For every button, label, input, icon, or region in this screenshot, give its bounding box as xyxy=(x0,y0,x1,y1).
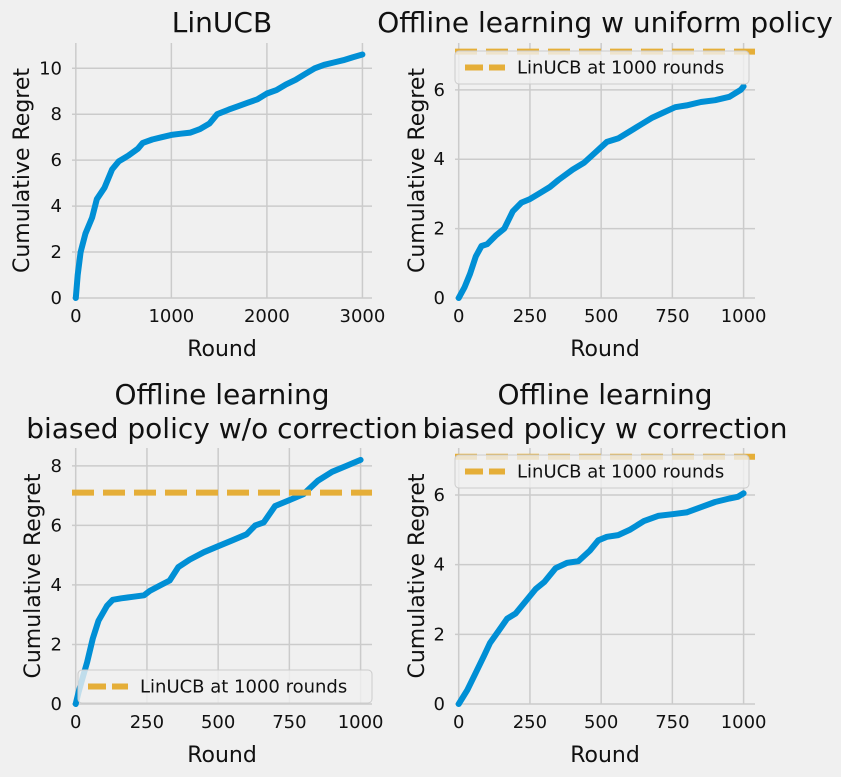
y-tick-label: 0 xyxy=(434,288,445,309)
x-axis-label: Round xyxy=(187,743,257,768)
x-tick-label: 1000 xyxy=(721,712,767,733)
x-tick-label: 500 xyxy=(584,712,618,733)
data-layer xyxy=(455,490,747,707)
y-tick-label: 8 xyxy=(51,104,62,125)
y-tick-label: 6 xyxy=(51,150,62,171)
y-tick-label: 4 xyxy=(51,575,62,596)
chart-title: biased policy w correction xyxy=(422,412,787,445)
x-tick-label: 0 xyxy=(70,306,81,327)
x-tick-label: 250 xyxy=(130,712,164,733)
x-tick-label: 750 xyxy=(272,712,306,733)
y-tick-label: 2 xyxy=(51,242,62,263)
x-axis-label: Round xyxy=(570,337,640,362)
cumulative-regret-line xyxy=(72,456,364,707)
y-axis-label: Cumulative Regret xyxy=(21,473,46,678)
x-tick-label: 1000 xyxy=(338,712,384,733)
chart-title: Offline learning xyxy=(115,378,330,411)
cumulative-regret-line xyxy=(455,83,747,301)
subplot-3: 0 250 500 750 1000 0 2 4 6 8 LinUCB at 1000 rounds… xyxy=(21,378,418,768)
x-tick-label: 500 xyxy=(584,306,618,327)
plot-area xyxy=(455,448,755,704)
y-tick-label: 10 xyxy=(39,58,62,79)
x-tick-label: 750 xyxy=(655,712,689,733)
cumulative-regret-line xyxy=(72,51,366,301)
x-tick-label: 3000 xyxy=(340,306,386,327)
legend: LinUCB at 1000 rounds xyxy=(454,50,750,85)
x-tick-label: 2000 xyxy=(244,306,290,327)
subplot-4: 0 250 500 750 1000 0 2 4 6 LinUCB at 1000 rounds O… xyxy=(405,378,788,768)
legend-label: LinUCB at 1000 rounds xyxy=(140,677,347,698)
subplot-2: 0 250 500 750 1000 0 2 4 6 LinUCB at 1000 rounds O… xyxy=(377,6,833,362)
x-tick-label: 500 xyxy=(201,712,235,733)
y-tick-label: 4 xyxy=(434,555,445,576)
legend-box xyxy=(454,50,750,85)
chart-title: LinUCB xyxy=(172,6,272,39)
y-tick-label: 6 xyxy=(51,515,62,536)
x-tick-label: 1000 xyxy=(721,306,767,327)
legend-box xyxy=(77,669,373,704)
chart-title: Offline learning w uniform policy xyxy=(377,6,833,39)
cumulative-regret-line xyxy=(455,490,747,707)
plot-area xyxy=(72,43,372,298)
x-axis-label: Round xyxy=(187,337,257,362)
y-axis-label: Cumulative Regret xyxy=(405,68,430,273)
x-axis-label: Round xyxy=(570,743,640,768)
x-tick-label: 0 xyxy=(70,712,81,733)
chart-title: biased policy w/o correction xyxy=(26,412,418,445)
y-tick-label: 2 xyxy=(434,219,445,240)
x-tick-label: 1000 xyxy=(148,306,194,327)
legend: LinUCB at 1000 rounds xyxy=(77,669,373,704)
legend-label: LinUCB at 1000 rounds xyxy=(517,58,724,79)
x-tick-label: 0 xyxy=(453,306,464,327)
y-tick-label: 6 xyxy=(434,80,445,101)
y-tick-label: 4 xyxy=(434,149,445,170)
x-tick-label: 250 xyxy=(513,712,547,733)
data-layer xyxy=(72,51,366,301)
legend: LinUCB at 1000 rounds xyxy=(454,454,750,489)
y-tick-label: 4 xyxy=(51,196,62,217)
plot-area xyxy=(72,448,372,704)
x-tick-label: 750 xyxy=(655,306,689,327)
x-tick-label: 0 xyxy=(453,712,464,733)
plot-area xyxy=(455,43,755,298)
legend-box xyxy=(454,454,750,489)
y-tick-label: 0 xyxy=(51,288,62,309)
y-tick-label: 6 xyxy=(434,485,445,506)
chart-title: Offline learning xyxy=(498,378,713,411)
legend-label: LinUCB at 1000 rounds xyxy=(517,462,724,483)
y-axis-label: Cumulative Regret xyxy=(405,473,430,678)
y-tick-label: 0 xyxy=(51,694,62,715)
y-tick-label: 2 xyxy=(434,624,445,645)
y-tick-label: 2 xyxy=(51,634,62,655)
y-tick-label: 8 xyxy=(51,456,62,477)
subplot-1: 0 1000 2000 3000 0 2 4 6 8 10 LinUCB Round Cumulativ… xyxy=(10,6,385,362)
data-layer xyxy=(455,83,747,301)
y-tick-label: 0 xyxy=(434,694,445,715)
y-axis-label: Cumulative Regret xyxy=(10,68,35,273)
x-tick-label: 250 xyxy=(513,306,547,327)
data-layer xyxy=(72,456,364,707)
